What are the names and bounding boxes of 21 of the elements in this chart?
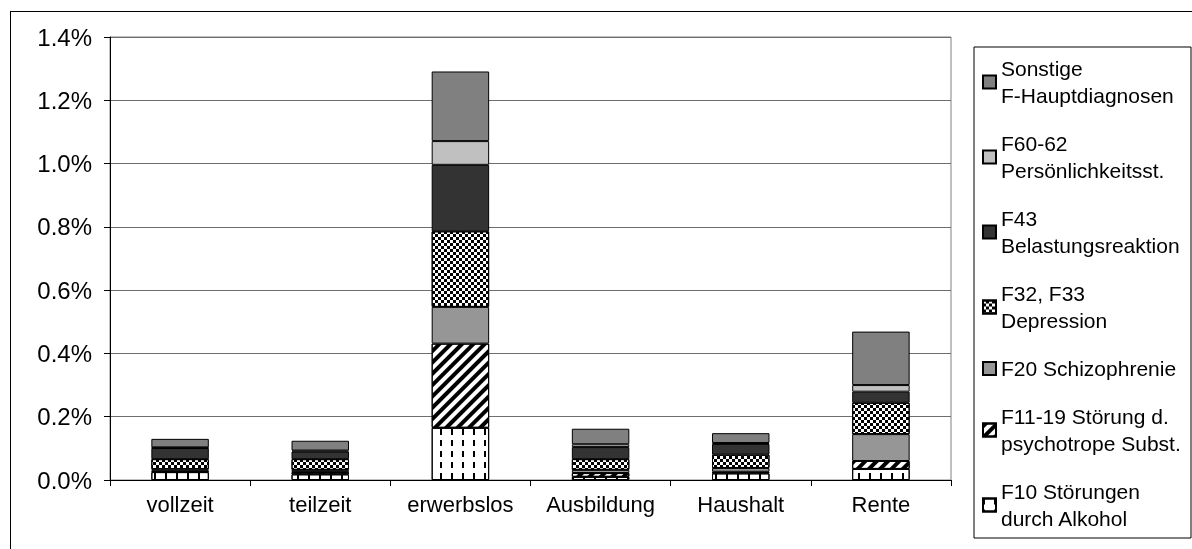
legend-label: F60-62 Persönlichkeitsst. (1001, 132, 1165, 182)
x-tick-label: Ausbildung (546, 491, 656, 517)
x-tick-label: teilzeit (289, 491, 352, 517)
y-tick-label: 0.0% (37, 466, 92, 494)
y-tick-label: 0.2% (37, 403, 92, 431)
y-tick-label: 0.6% (37, 276, 92, 304)
legend-label: F10 Störungen durch Alkohol (1001, 480, 1146, 530)
y-tick-label: 0.4% (37, 339, 92, 367)
y-tick-label: 1.2% (37, 86, 92, 114)
x-tick-label: Rente (851, 491, 911, 517)
legend-label: F32, F33 Depression (1001, 282, 1108, 332)
y-tick-label: 1.4% (37, 23, 92, 51)
legend-label: Sonstige F-Hauptdiagnosen (1001, 57, 1174, 107)
legend-label: F43 Belastungsreaktion (1001, 207, 1180, 257)
legend-label: F20 Schizophrenie (1001, 357, 1177, 380)
y-tick-label: 1.0% (37, 150, 92, 178)
legend-label: F11-19 Störung d. psychotrope Subst. (1001, 405, 1181, 455)
x-tick-label: vollzeit (146, 491, 214, 517)
x-tick-label: Haushalt (697, 491, 785, 517)
y-tick-label: 0.8% (37, 213, 92, 241)
x-tick-label: erwerbslos (407, 491, 514, 517)
